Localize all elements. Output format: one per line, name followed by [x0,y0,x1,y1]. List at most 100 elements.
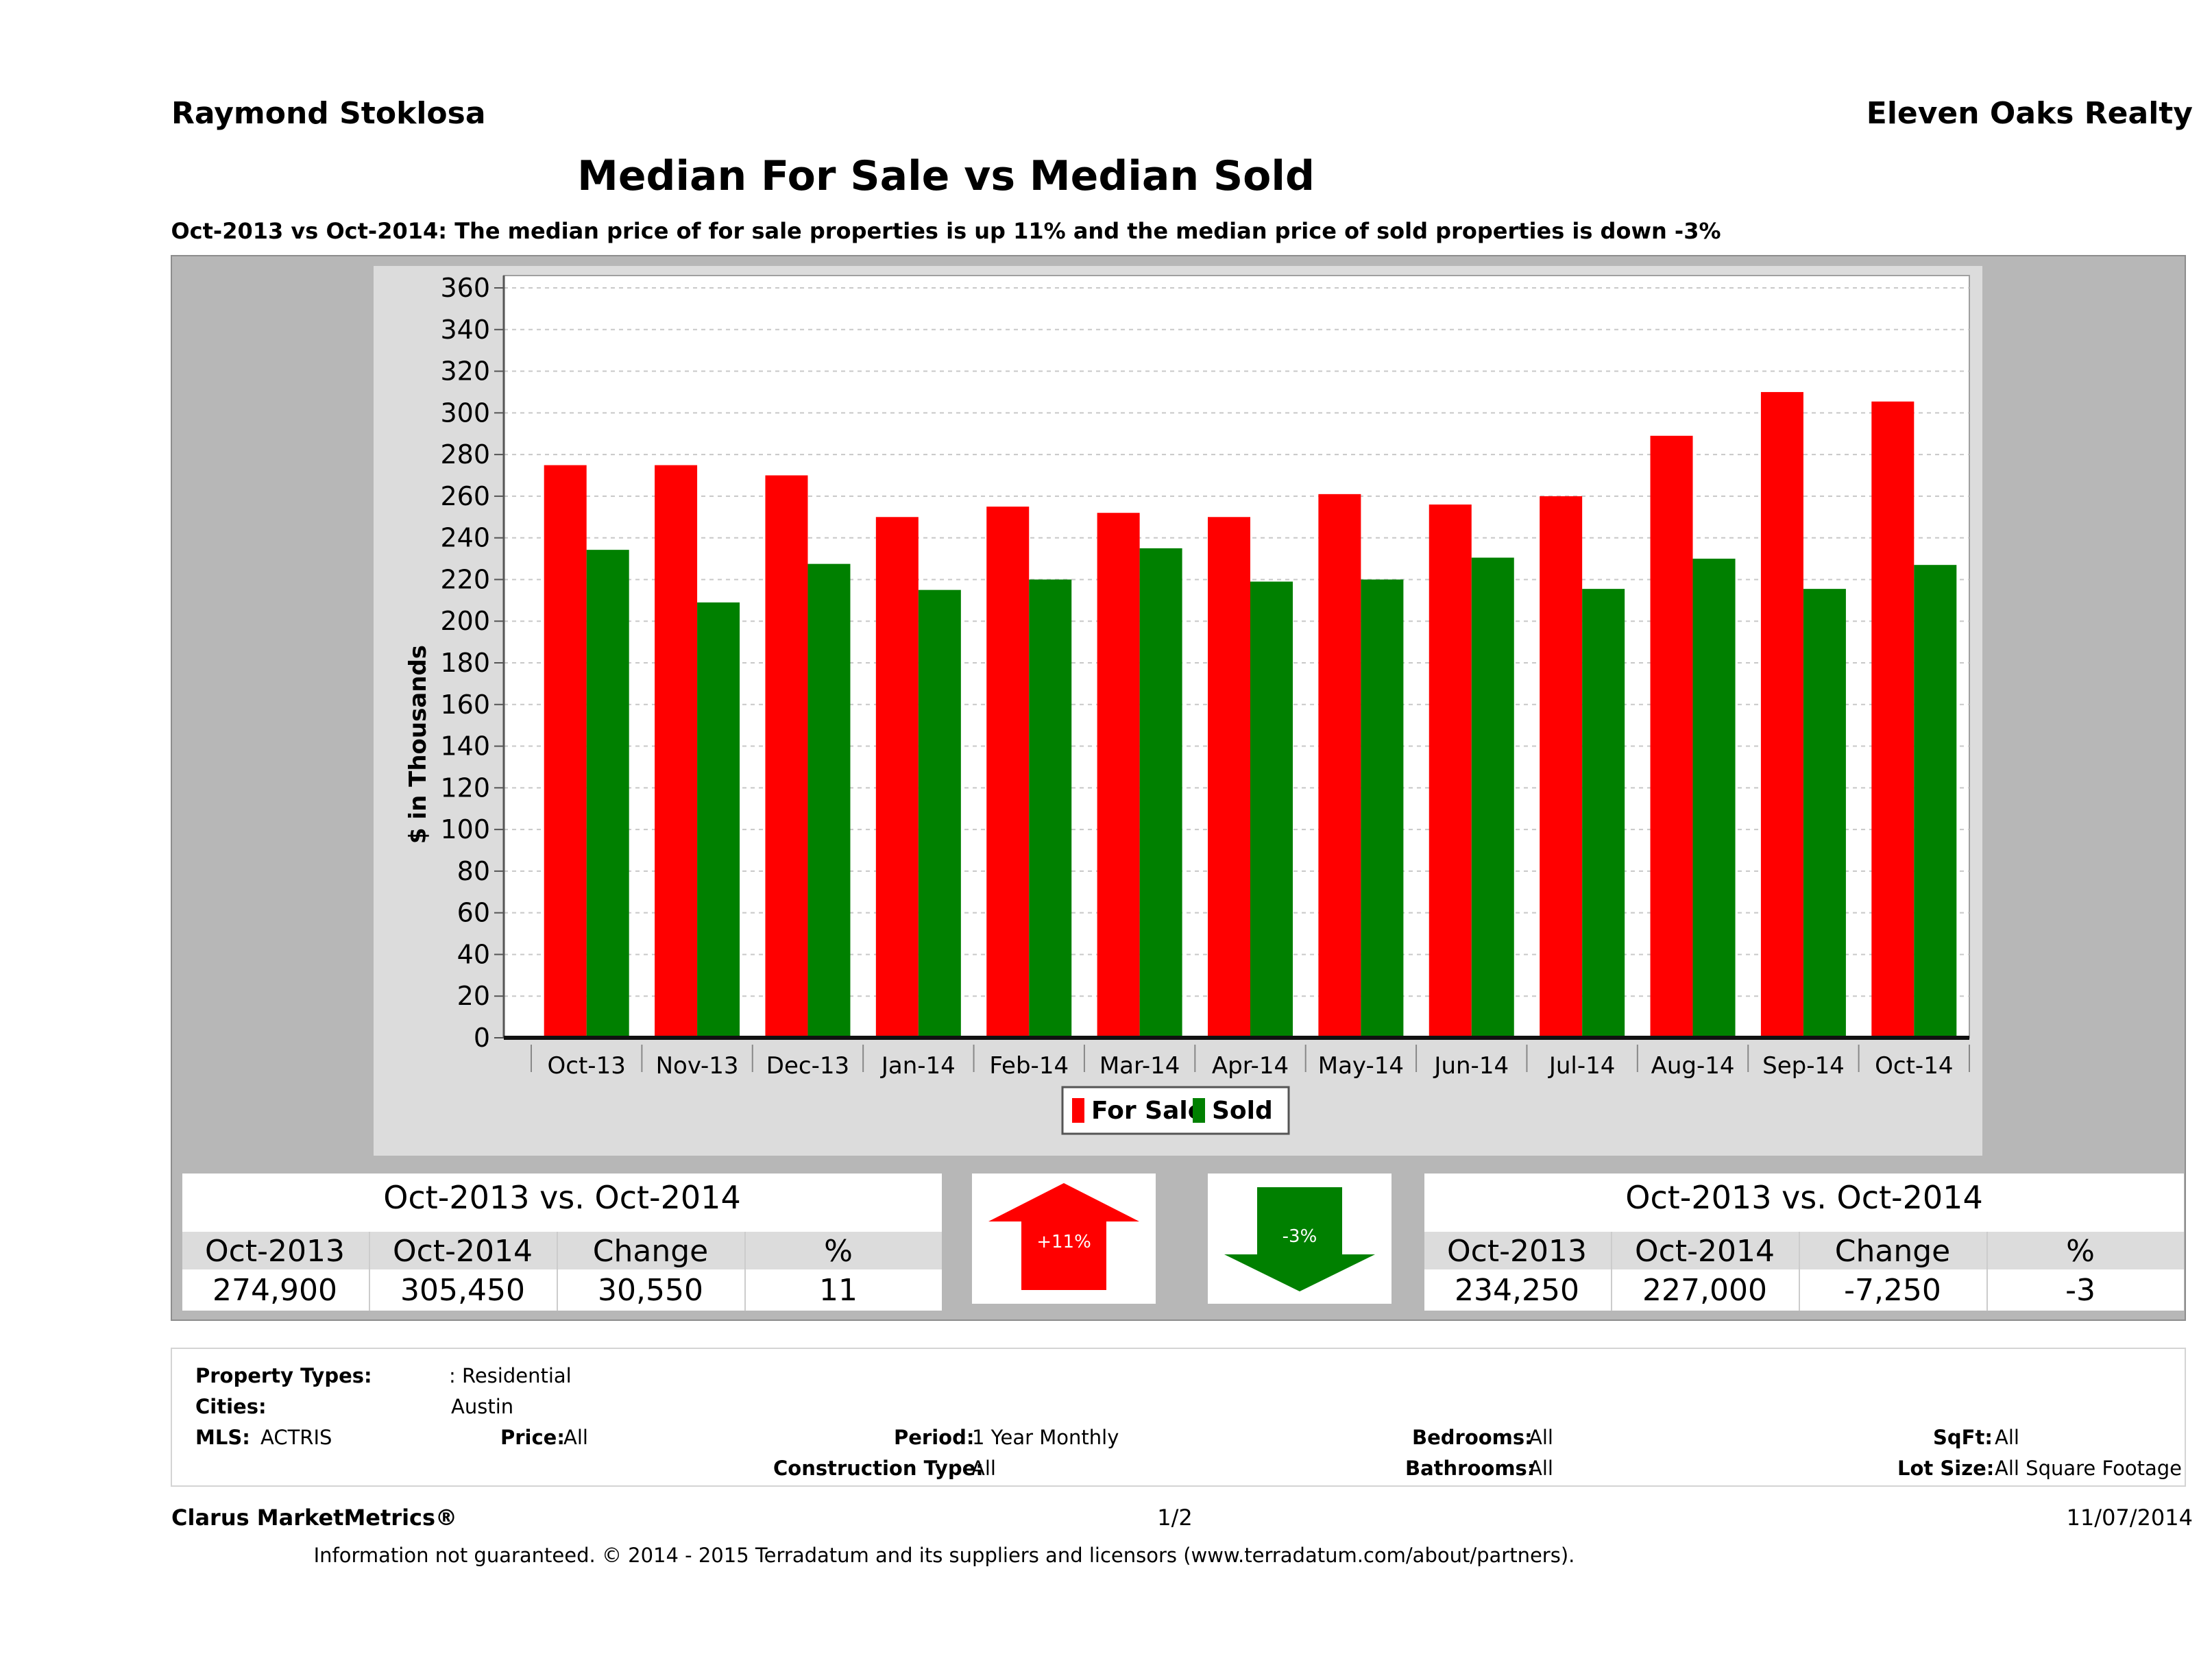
y-axis-label: $ in Thousands [404,645,432,844]
bar-sold [1029,579,1072,1038]
x-tick-label: Dec-13 [766,1052,849,1080]
divider [1986,1232,1988,1311]
x-tick-label: May-14 [1318,1052,1404,1080]
bar-sold [1250,581,1293,1038]
x-tick-label: Mar-14 [1099,1052,1180,1080]
sold-change-indicator: -3% [1208,1174,1391,1304]
for-sale-change-indicator: +11% [972,1174,1156,1304]
sold-stats-values: 234,250 227,000 -7,250 -3 [1424,1271,2184,1311]
divider [557,1232,558,1311]
value-percent: 11 [819,1273,858,1308]
value-oct-2014: 227,000 [1642,1273,1767,1308]
y-tick-label: 360 [440,273,490,303]
sold-stats-header: Oct-2013 Oct-2014 Change % [1424,1232,2184,1269]
legend-swatch [1072,1098,1084,1123]
mls-label: MLS: [195,1426,250,1449]
bathrooms-label: Bathrooms: [1405,1457,1535,1480]
bar-sold [918,589,961,1038]
for-sale-stats-values: 274,900 305,450 30,550 11 [182,1271,942,1311]
bar-for-sale [1429,504,1472,1038]
header-oct-2014: Oct-2014 [393,1234,533,1269]
divider [369,1232,370,1311]
bar-for-sale [1650,435,1693,1038]
x-tick-label: Jan-14 [880,1052,956,1080]
construction-type-value: All [971,1457,996,1480]
value-oct-2014: 305,450 [400,1273,525,1308]
bar-for-sale [1540,496,1583,1038]
bar-for-sale [1208,517,1250,1038]
x-tick-label: Jul-14 [1548,1052,1616,1080]
bar-for-sale [986,507,1030,1038]
footer-brand: Clarus MarketMetrics® [171,1505,458,1531]
property-types-label: Property Types: [195,1364,372,1387]
bar-for-sale [544,465,587,1038]
header-oct-2013: Oct-2013 [205,1234,345,1269]
for-sale-stats-title: Oct-2013 vs. Oct-2014 [383,1179,741,1216]
chart-subtitle: Oct-2013 vs Oct-2014: The median price o… [171,218,1721,244]
x-tick-label: Feb-14 [989,1052,1069,1080]
y-tick-label: 40 [457,939,490,969]
sold-stats-table: Oct-2013 vs. Oct-2014 Oct-2013 Oct-2014 … [1424,1174,2184,1311]
bar-for-sale [765,475,808,1038]
legend-label: For Sale [1091,1097,1204,1125]
lot-size-label: Lot Size: [1897,1457,1995,1480]
lot-size-value: All Square Footage [1995,1457,2183,1480]
value-change: -7,250 [1844,1273,1941,1308]
x-tick-label: Aug-14 [1651,1052,1735,1080]
header-change: Change [1834,1234,1951,1269]
bar-chart: 0 20 40 60 80 100 120 140 160 180 200 220 240 260 280 3… [404,273,1970,1135]
brokerage-name: Eleven Oaks Realty [1866,96,2193,131]
x-tick-label: Oct-14 [1875,1052,1953,1080]
chart-panel: 0 20 40 60 80 100 120 140 160 180 200 220 240 260 280 3… [374,266,1982,1156]
x-tick-label: Oct-13 [548,1052,626,1080]
page-number: 1/2 [1157,1505,1193,1531]
bar-for-sale [1760,391,1803,1038]
for-sale-stats-table: Oct-2013 vs. Oct-2014 Oct-2013 Oct-2014 … [182,1174,942,1311]
divider [1799,1232,1800,1311]
construction-type-label: Construction Type: [773,1457,984,1480]
legend-box [1061,1086,1290,1135]
y-tick-label: 240 [440,523,490,553]
x-tick-label: Jun-14 [1433,1052,1509,1080]
legend: For Sale Sold [1061,1086,1290,1135]
value-percent: -3 [2065,1273,2095,1308]
y-tick-label: 180 [440,648,490,678]
price-value: All [563,1426,588,1449]
y-tick-label: 160 [440,690,490,720]
header-percent: % [2066,1234,2095,1269]
bar-sold [586,550,629,1038]
y-tick-label: 220 [440,564,490,594]
y-tick-label: 140 [440,731,490,762]
bar-sold [1471,557,1514,1038]
bathrooms-value: All [1529,1457,1553,1480]
period-value: 1 Year Monthly [972,1426,1119,1449]
header-percent: % [824,1234,853,1269]
agent-name: Raymond Stoklosa [171,96,486,131]
y-tick-label: 100 [440,814,490,844]
x-tick-label: Sep-14 [1762,1052,1845,1080]
y-tick-label: 0 [474,1023,490,1053]
divider [1611,1232,1612,1311]
search-criteria-box [171,1348,2186,1487]
down-arrow-shape [1224,1187,1375,1291]
mls-value: ACTRIS [260,1426,332,1449]
up-arrow-icon: +11% [988,1183,1139,1290]
for-sale-arrow-label: +11% [1036,1232,1091,1252]
y-tick-label: 300 [440,398,490,428]
down-arrow-icon: -3% [1224,1187,1375,1291]
y-tick-label: 80 [457,856,490,886]
y-tick-label: 60 [457,898,490,928]
y-tick-label: 120 [440,773,490,803]
bar-sold [807,563,851,1038]
bar-for-sale [1871,401,1915,1038]
up-arrow-shape [988,1183,1139,1290]
y-tick-label: 20 [457,981,490,1011]
chart-title: Median For Sale vs Median Sold [577,152,1315,200]
property-types-value: : Residential [449,1364,572,1387]
legend-swatch [1193,1098,1205,1123]
bedrooms-value: All [1529,1426,1553,1449]
header-oct-2013: Oct-2013 [1447,1234,1587,1269]
divider [744,1232,746,1311]
cities-label: Cities: [195,1395,267,1418]
report-date: 11/07/2014 [2066,1505,2193,1531]
